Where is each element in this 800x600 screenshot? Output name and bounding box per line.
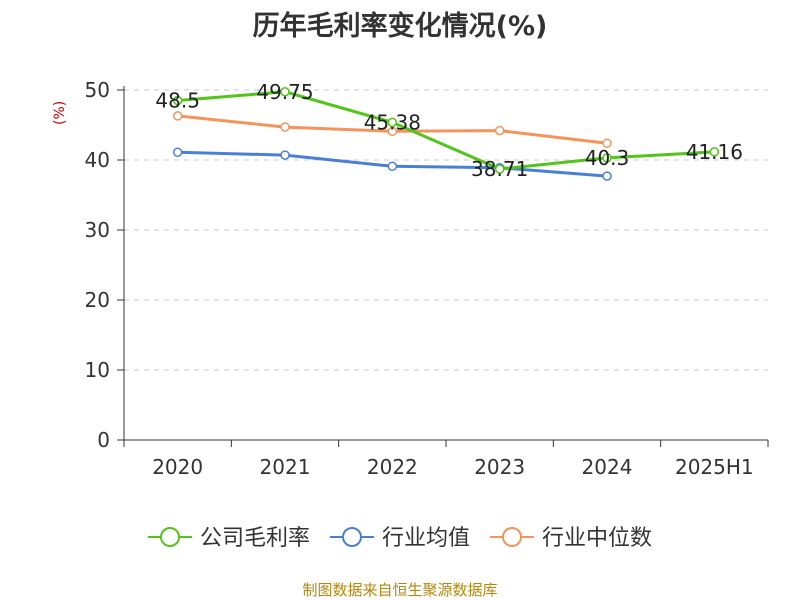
legend-label: 公司毛利率 <box>200 526 310 551</box>
series-point <box>602 153 612 163</box>
series-point <box>387 126 398 137</box>
data-labels: 48.5 49.75 45.38 38.71 40.3 41.16 <box>155 80 743 181</box>
source-note: 制图数据来自恒生聚源数据库 <box>302 581 498 599</box>
legend: 公司毛利率 行业均值 行业中位数 <box>148 526 652 551</box>
series-line-0 <box>177 90 715 171</box>
chart-title: 历年毛利率变化情况(%) <box>252 11 548 42</box>
data-label: 45.38 <box>364 110 421 134</box>
y-tick-label: 0 <box>97 428 110 452</box>
series-point <box>280 150 290 160</box>
series-point <box>280 122 290 132</box>
x-tick-label: 2020 <box>152 455 203 479</box>
legend-label: 行业均值 <box>382 526 470 551</box>
legend-marker <box>342 527 362 547</box>
legend-item: 行业均值 <box>330 526 470 551</box>
legend-marker <box>160 527 180 547</box>
y-tick-label: 40 <box>85 148 110 172</box>
legend-item: 行业中位数 <box>490 526 652 551</box>
series-point <box>172 111 183 121</box>
x-tick-label: 2021 <box>260 455 311 479</box>
series <box>172 87 720 181</box>
legend-marker <box>502 527 522 547</box>
y-tick-label: 30 <box>85 218 110 242</box>
series-point <box>172 95 183 106</box>
series-point <box>387 161 398 172</box>
series-point <box>387 117 398 128</box>
y-tick-label: 50 <box>85 78 110 102</box>
series-point <box>494 164 505 174</box>
grid-lines <box>124 89 768 371</box>
data-label: 41.16 <box>686 140 743 164</box>
x-tick-label: 2025H1 <box>675 455 754 479</box>
data-label: 49.75 <box>256 80 313 104</box>
legend-label: 行业中位数 <box>542 526 652 551</box>
series-point <box>709 147 720 157</box>
axes: 0 10 20 30 40 50 2020 2021 2022 2023 2024 2025H1 <box>85 78 769 479</box>
x-tick-label: 2023 <box>474 455 525 479</box>
x-tick-label: 2024 <box>582 455 633 479</box>
y-tick-label: 20 <box>85 288 110 312</box>
series-point <box>602 138 612 148</box>
series-point <box>602 171 612 181</box>
series-point <box>280 87 290 97</box>
series-point <box>494 125 505 136</box>
data-label: 48.5 <box>155 89 200 113</box>
x-tick-label: 2022 <box>367 455 418 479</box>
data-label: 38.71 <box>471 157 528 181</box>
y-tick-label: 10 <box>85 358 110 382</box>
series-point <box>172 147 183 158</box>
legend-item: 公司毛利率 <box>148 526 310 551</box>
data-label: 40.3 <box>585 146 630 170</box>
